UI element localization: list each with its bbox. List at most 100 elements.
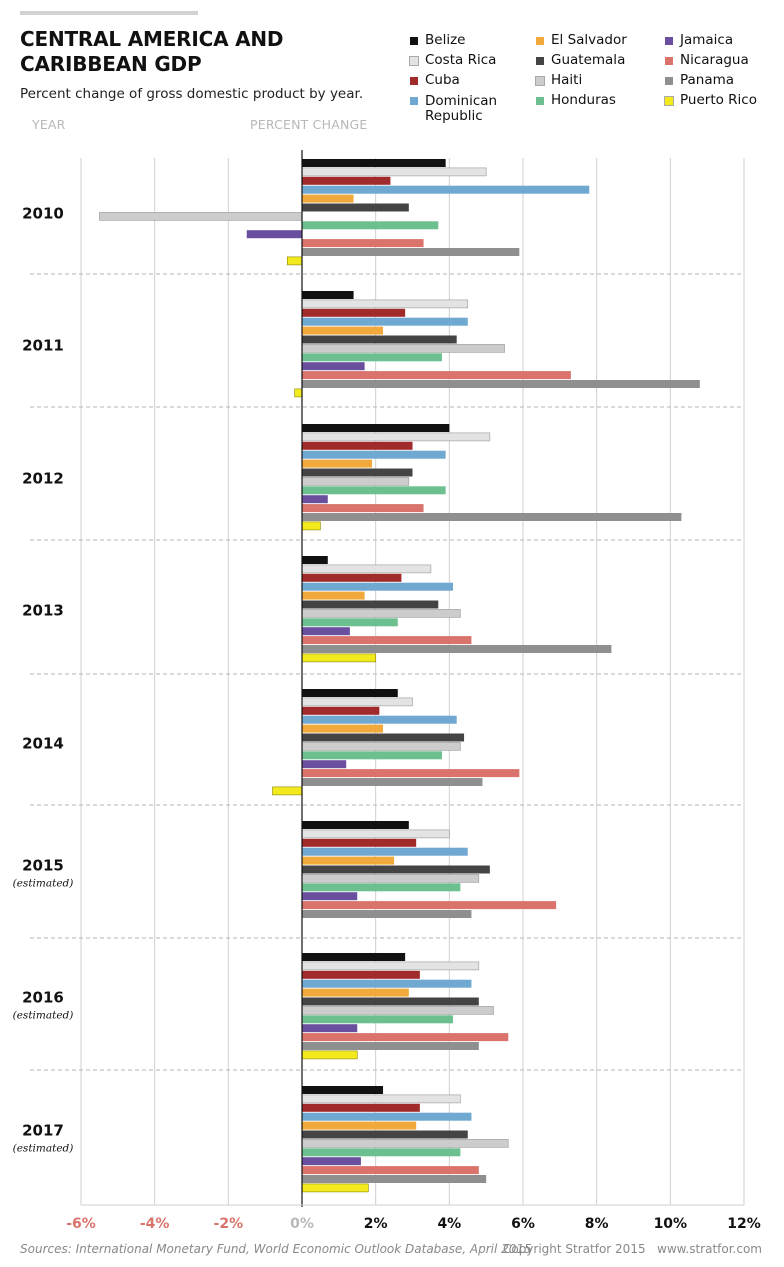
year-column-header: YEAR (32, 117, 66, 132)
bar-2015-cuba (302, 838, 417, 847)
bar-2013-honduras (302, 618, 398, 627)
legend-label: Costa Rica (425, 52, 497, 68)
legend-swatch (410, 77, 418, 85)
bar-2010-costa-rica (301, 167, 487, 177)
bar-2015-belize (302, 821, 409, 829)
bar-2013-costa-rica (301, 564, 432, 574)
chart-subtitle: Percent change of gross domestic product… (20, 86, 364, 102)
bar-2010-cuba (302, 176, 391, 185)
year-label: 2015 (22, 856, 64, 874)
bar-2013-belize (302, 556, 328, 564)
bar-2011-costa-rica (301, 299, 469, 309)
sources-note: Sources: International Monetary Fund, Wo… (20, 1242, 532, 1256)
bar-2016-honduras (302, 1015, 454, 1024)
bar-2013-panama (302, 645, 612, 653)
bar-2010-haiti (99, 212, 303, 221)
legend-swatch (410, 97, 418, 105)
bar-2011-honduras (302, 353, 442, 362)
bar-2013-dominican-republic (302, 582, 454, 591)
legend-label: Puerto Rico (680, 92, 757, 108)
x-tick-label: 4% (437, 1216, 461, 1232)
bar-2013-nicaragua (302, 636, 472, 645)
bar-2013-haiti (301, 609, 461, 618)
bar-2016-dominican-republic (302, 979, 472, 988)
bar-2010-jamaica (246, 230, 302, 239)
bar-2015-costa-rica (301, 829, 450, 839)
bar-2013-guatemala (302, 600, 439, 609)
bar-2011-guatemala (302, 335, 457, 344)
legend-swatch (665, 77, 673, 85)
legend-swatch (536, 37, 544, 45)
bar-2016-guatemala (302, 997, 479, 1006)
legend-swatch (409, 56, 419, 66)
bar-2010-panama (302, 248, 520, 256)
x-tick-label: 6% (511, 1216, 535, 1232)
legend-label: Panama (680, 72, 735, 88)
x-tick-label: -6% (66, 1216, 96, 1232)
top-accent-bar (20, 11, 198, 15)
bar-2014-el-salvador (302, 724, 384, 733)
bar-2016-el-salvador (302, 988, 409, 997)
bar-2017-guatemala (302, 1130, 468, 1139)
bar-2012-puerto-rico (301, 521, 321, 531)
bar-2012-guatemala (302, 468, 413, 477)
x-tick-label: 10% (654, 1216, 688, 1232)
bar-2013-el-salvador (302, 591, 365, 600)
legend-label: Cuba (425, 72, 460, 88)
bar-2015-jamaica (302, 892, 358, 901)
bar-2014-nicaragua (302, 769, 520, 778)
bar-2012-dominican-republic (302, 450, 446, 459)
bar-2014-honduras (302, 751, 442, 760)
bar-2016-haiti (301, 1006, 494, 1015)
bar-2017-puerto-rico (301, 1183, 369, 1193)
bar-2012-belize (302, 424, 450, 432)
bar-2014-costa-rica (301, 697, 413, 707)
bar-2013-cuba (302, 573, 402, 582)
bar-2017-jamaica (302, 1157, 361, 1166)
bar-2012-honduras (302, 486, 446, 495)
legend-swatch (664, 96, 674, 106)
bar-2015-nicaragua (302, 901, 557, 910)
bar-2010-honduras (302, 221, 439, 230)
bar-2014-cuba (302, 706, 380, 715)
bar-2010-dominican-republic (302, 185, 590, 194)
bar-2012-haiti (301, 477, 410, 486)
chart-title-line-1: CENTRAL AMERICA AND (20, 27, 284, 51)
bar-2014-panama (302, 778, 483, 786)
legend-swatch (536, 97, 544, 105)
legend-label: El Salvador (551, 32, 627, 48)
bar-2017-dominican-republic (302, 1112, 472, 1121)
x-tick-label: -2% (214, 1216, 244, 1232)
bar-2017-costa-rica (301, 1094, 461, 1104)
bar-2017-honduras (302, 1148, 461, 1157)
x-tick-label: 8% (585, 1216, 609, 1232)
bar-2015-el-salvador (302, 856, 395, 865)
year-note: (estimated) (13, 877, 74, 889)
bar-2017-haiti (301, 1139, 509, 1148)
legend-label: Honduras (551, 92, 616, 108)
bar-2016-cuba (302, 970, 420, 979)
year-label: 2010 (22, 204, 64, 222)
bar-2010-belize (302, 159, 446, 167)
year-label: 2014 (22, 734, 64, 752)
bar-2017-panama (302, 1175, 487, 1183)
bar-2014-guatemala (302, 733, 465, 742)
bar-2014-puerto-rico (272, 786, 303, 796)
bar-2012-cuba (302, 441, 413, 450)
legend-label: Belize (425, 32, 466, 48)
chart-title-line-2: CARIBBEAN GDP (20, 52, 202, 76)
legend-swatch (410, 37, 418, 45)
bar-2013-jamaica (302, 627, 350, 636)
bar-2012-el-salvador (302, 459, 372, 468)
bar-2017-nicaragua (302, 1166, 479, 1175)
bar-2014-belize (302, 689, 398, 697)
legend-swatch (536, 57, 544, 65)
bar-2017-belize (302, 1086, 384, 1094)
bar-2010-puerto-rico (286, 256, 303, 266)
bar-2016-panama (302, 1042, 479, 1050)
bar-2016-nicaragua (302, 1033, 509, 1042)
bar-2011-panama (302, 380, 700, 388)
bar-2014-dominican-republic (302, 715, 457, 724)
bar-2011-haiti (301, 344, 505, 353)
